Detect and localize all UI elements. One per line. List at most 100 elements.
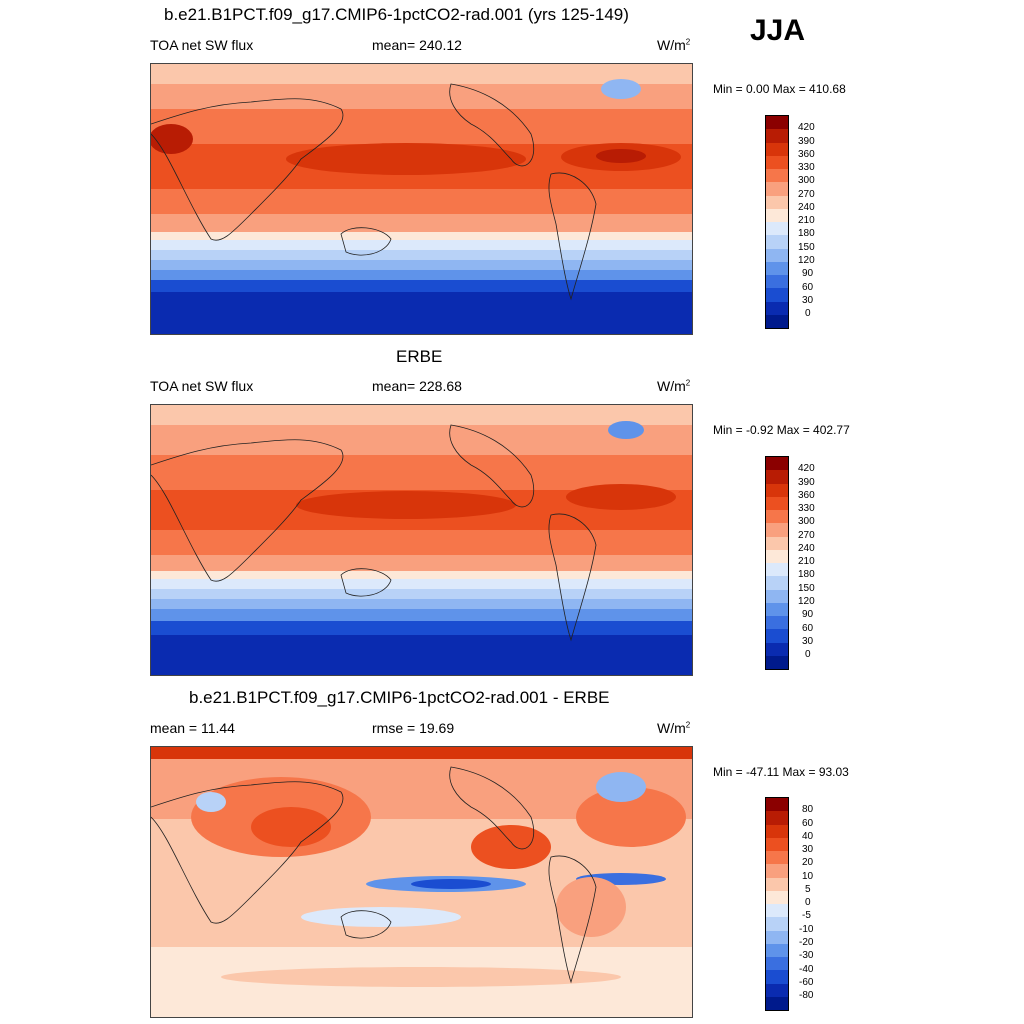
panel-3-units: W/m2	[657, 720, 691, 736]
colorbar-cell	[766, 314, 788, 328]
colorbar-cell	[766, 602, 788, 616]
panel-3-colorbar-tick: -10	[799, 924, 814, 935]
panel-2-colorbar-tick: 300	[798, 516, 815, 527]
panel-3-colorbar-tick: 5	[805, 884, 811, 895]
colorbar-cell	[766, 864, 788, 878]
panel-1-colorbar-tick: 180	[798, 228, 815, 239]
colorbar-cell	[766, 996, 788, 1010]
panel-1-field	[151, 64, 692, 334]
panel-3-colorbar-tick: -80	[799, 990, 814, 1001]
season-label: JJA	[750, 14, 806, 47]
colorbar-cell	[766, 129, 788, 143]
panel-1-variable-label: TOA net SW flux	[150, 37, 254, 53]
colorbar-cell	[766, 930, 788, 944]
colorbar-cell	[766, 837, 788, 851]
colorbar-cell	[766, 155, 788, 169]
colorbar-cell	[766, 957, 788, 971]
colorbar-cell	[766, 208, 788, 222]
colorbar-cell	[766, 943, 788, 957]
colorbar-cell	[766, 457, 788, 471]
panel-3-colorbar-tick: 0	[805, 897, 811, 908]
panel-2-variable-label: TOA net SW flux	[150, 378, 254, 394]
panel-1-map	[150, 63, 693, 335]
panel-1-colorbar	[765, 115, 789, 329]
colorbar-cell	[766, 275, 788, 289]
panel-3-map	[150, 746, 693, 1018]
colorbar-cell	[766, 798, 788, 812]
panel-2-field	[151, 405, 692, 675]
panel-2-colorbar-tick: 330	[798, 503, 815, 514]
panel-1-minmax: Min = 0.00 Max = 410.68	[713, 82, 846, 96]
panel-3-colorbar-tick: -60	[799, 977, 814, 988]
panel-2-colorbar-tick: 150	[798, 583, 815, 594]
colorbar-cell	[766, 261, 788, 275]
panel-1-units: W/m2	[657, 37, 691, 53]
colorbar-cell	[766, 904, 788, 918]
panel-3-rmse-label: rmse = 19.69	[372, 720, 455, 736]
panel-2-units: W/m2	[657, 378, 691, 394]
panel-2-minmax: Min = -0.92 Max = 402.77	[713, 423, 850, 437]
colorbar-cell	[766, 642, 788, 656]
colorbar-cell	[766, 142, 788, 156]
colorbar-cell	[766, 563, 788, 577]
colorbar-cell	[766, 589, 788, 603]
panel-1-colorbar-tick: 90	[802, 268, 814, 279]
panel-1-colorbar-tick: 210	[798, 215, 815, 226]
panel-1-colorbar-tick: 360	[798, 149, 815, 160]
panel-2-colorbar-tick: 270	[798, 530, 815, 541]
colorbar-cell	[766, 288, 788, 302]
panel-1-colorbar-tick: 240	[798, 202, 815, 213]
colorbar-cell	[766, 496, 788, 510]
panel-3-colorbar-tick: -20	[799, 937, 814, 948]
panel-3-colorbar-tick: 40	[802, 831, 814, 842]
panel-3-field	[151, 747, 692, 1017]
panel-3-colorbar-tick: 60	[802, 818, 814, 829]
colorbar-cell	[766, 248, 788, 262]
colorbar-cell	[766, 877, 788, 891]
panel-2-colorbar	[765, 456, 789, 670]
colorbar-cell	[766, 536, 788, 550]
panel-1-colorbar-tick: 300	[798, 175, 815, 186]
colorbar-cell	[766, 655, 788, 669]
panel-3-colorbar-tick: 30	[802, 844, 814, 855]
panel-1-colorbar-tick: 390	[798, 136, 815, 147]
colorbar-cell	[766, 301, 788, 315]
colorbar-cell	[766, 616, 788, 630]
panel-2-colorbar-tick: 30	[802, 636, 814, 647]
colorbar-cell	[766, 851, 788, 865]
panel-2-colorbar-tick: 390	[798, 477, 815, 488]
colorbar-cell	[766, 470, 788, 484]
panel-2-colorbar-tick: 180	[798, 569, 815, 580]
panel-1-colorbar-tick: 60	[802, 282, 814, 293]
panel-3-colorbar-tick: -40	[799, 964, 814, 975]
colorbar-cell	[766, 483, 788, 497]
colorbar-cell	[766, 970, 788, 984]
colorbar-cell	[766, 169, 788, 183]
colorbar-cell	[766, 222, 788, 236]
panel-2-coastlines	[151, 424, 597, 642]
colorbar-cell	[766, 824, 788, 838]
panel-3-colorbar-tick: 10	[802, 871, 814, 882]
panel-1-coastlines	[151, 83, 597, 301]
colorbar-cell	[766, 811, 788, 825]
colorbar-cell	[766, 629, 788, 643]
panel-3-colorbar	[765, 797, 789, 1011]
panel-2-colorbar-tick: 120	[798, 596, 815, 607]
colorbar-cell	[766, 182, 788, 196]
colorbar-cell	[766, 917, 788, 931]
panel-2-colorbar-tick: 60	[802, 623, 814, 634]
panel-2-colorbar-tick: 210	[798, 556, 815, 567]
panel-1-colorbar-tick: 270	[798, 189, 815, 200]
panel-1-colorbar-tick: 420	[798, 122, 815, 133]
panel-1-colorbar-tick: 0	[805, 308, 811, 319]
panel-1-colorbar-tick: 30	[802, 295, 814, 306]
panel-3-title: b.e21.B1PCT.f09_g17.CMIP6-1pctCO2-rad.00…	[189, 688, 610, 707]
panel-2-title: ERBE	[396, 347, 443, 366]
panel-1-colorbar-tick: 150	[798, 242, 815, 253]
panel-3-colorbar-tick: -5	[802, 910, 811, 921]
panel-2-colorbar-tick: 240	[798, 543, 815, 554]
panel-3-mean-label: mean = 11.44	[150, 720, 235, 736]
panel-1-colorbar-tick: 330	[798, 162, 815, 173]
colorbar-cell	[766, 983, 788, 997]
panel-1-mean-label: mean= 240.12	[372, 37, 462, 53]
